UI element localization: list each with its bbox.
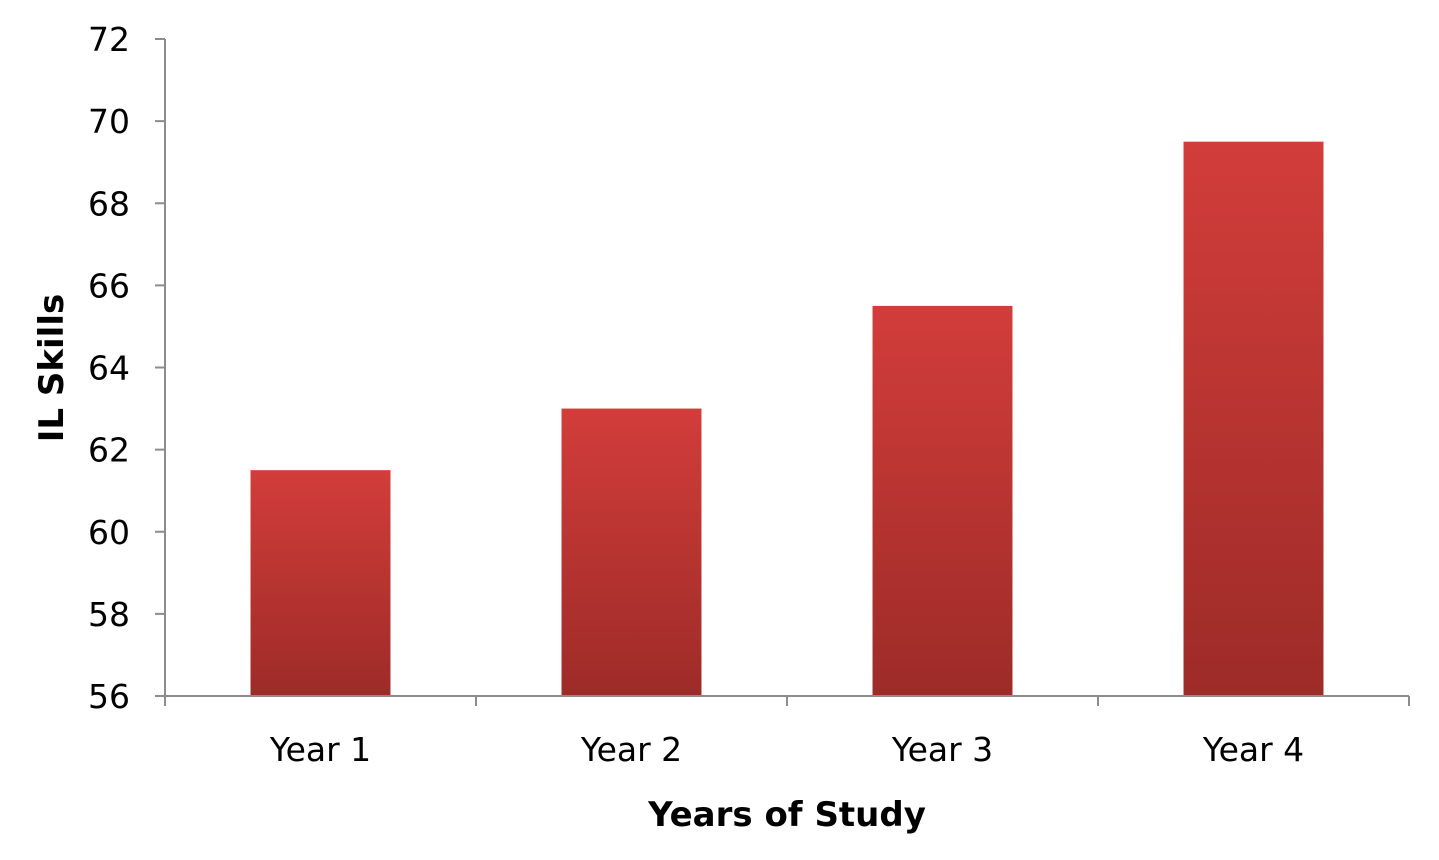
y-tick-label: 68 — [88, 184, 130, 223]
bar-year-4 — [1183, 141, 1324, 696]
y-tick-label: 58 — [88, 595, 130, 634]
x-tick-label: Year 2 — [580, 730, 682, 769]
labels-layer: 56 58 60 62 64 66 68 70 72 Year 1 Year 2 Year 3 Year… — [88, 20, 1304, 769]
y-tick-label: 56 — [88, 677, 130, 716]
y-tick-label: 70 — [88, 102, 130, 141]
bars-layer — [250, 141, 1324, 696]
y-tick-label: 72 — [88, 20, 130, 59]
bar-year-2 — [561, 408, 702, 696]
x-axis-title: Years of Study — [647, 795, 926, 835]
x-tick-label: Year 4 — [1202, 730, 1304, 769]
y-tick-label: 62 — [88, 431, 130, 470]
y-tick-label: 66 — [88, 266, 130, 305]
axes-layer — [155, 38, 1410, 706]
x-tick-label: Year 1 — [269, 730, 371, 769]
y-tick-label: 64 — [88, 349, 130, 388]
x-tick-label: Year 3 — [891, 730, 993, 769]
y-axis-title: IL Skills — [32, 294, 72, 442]
bar-year-3 — [872, 305, 1013, 696]
bar-year-1 — [250, 470, 391, 696]
y-tick-label: 60 — [88, 513, 130, 552]
